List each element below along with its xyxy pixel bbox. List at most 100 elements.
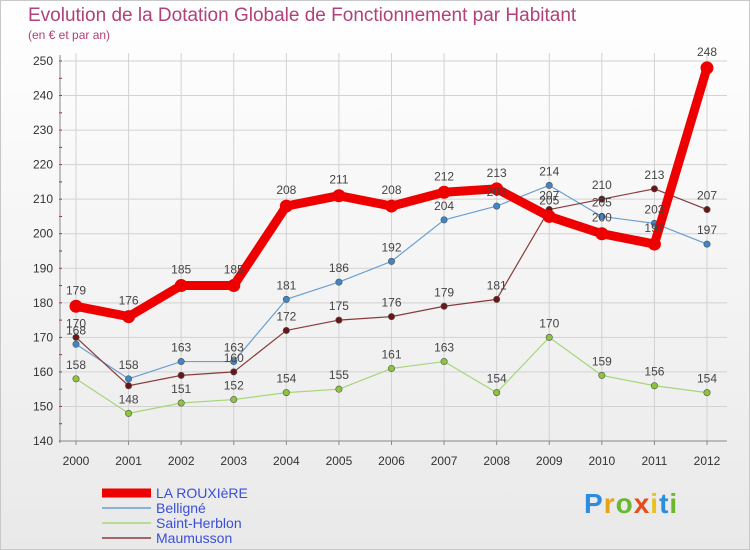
point-la-rouxi-re-2012 [700, 61, 714, 75]
point-la-rouxi-re-2001 [122, 310, 136, 324]
y-tick-label-190: 190 [33, 261, 53, 275]
y-tick-label-250: 250 [33, 54, 53, 68]
data-label-maumusson-2003: 160 [224, 351, 244, 365]
y-tick-label-210: 210 [33, 192, 53, 206]
point-maumusson-2000 [72, 333, 80, 341]
data-label-la-rouxi-re-2012: 248 [697, 45, 717, 59]
data-label-saint-herblon-2003: 152 [224, 379, 244, 393]
x-tick-label-2006: 2006 [378, 454, 405, 468]
legend-label-bellign-: Belligné [156, 500, 206, 516]
data-label-maumusson-2008: 181 [487, 278, 507, 292]
point-saint-herblon-2001 [125, 409, 133, 417]
point-saint-herblon-2009 [545, 333, 553, 341]
data-label-saint-herblon-2000: 158 [66, 358, 86, 372]
point-bellign--2008 [493, 202, 501, 210]
y-tick-label-160: 160 [33, 365, 53, 379]
point-la-rouxi-re-2002 [174, 279, 188, 293]
data-label-bellign--2007: 204 [434, 199, 454, 213]
point-la-rouxi-re-2007 [437, 185, 451, 199]
data-label-saint-herblon-2004: 154 [276, 372, 296, 386]
data-label-saint-herblon-2012: 154 [697, 372, 717, 386]
point-la-rouxi-re-2004 [279, 199, 293, 213]
point-maumusson-2001 [125, 382, 133, 390]
data-label-bellign--2000: 168 [66, 323, 86, 337]
x-tick-label-2002: 2002 [168, 454, 195, 468]
point-saint-herblon-2007 [440, 358, 448, 366]
data-label-la-rouxi-re-2011: 197 [644, 221, 664, 235]
point-bellign--2009 [545, 181, 553, 189]
x-tick-label-2001: 2001 [115, 454, 142, 468]
data-labels: 168 158 163 163 181 186 192 204 208 214 205 203 197 1… [66, 45, 717, 406]
chart-title: Evolution de la Dotation Globale de Fonc… [28, 5, 577, 26]
data-label-la-rouxi-re-2003: 185 [224, 263, 244, 277]
point-bellign--2003 [230, 358, 238, 366]
point-la-rouxi-re-2010 [595, 227, 609, 241]
data-label-saint-herblon-2011: 156 [644, 365, 664, 379]
data-label-la-rouxi-re-2006: 208 [381, 183, 401, 197]
point-la-rouxi-re-2003 [227, 279, 241, 293]
data-label-maumusson-2007: 179 [434, 285, 454, 299]
data-label-bellign--2008: 208 [487, 185, 507, 199]
data-label-bellign--2005: 186 [329, 261, 349, 275]
point-bellign--2002 [177, 358, 185, 366]
point-bellign--2004 [282, 295, 290, 303]
logo-letter: o [615, 488, 634, 519]
x-tick-label-2009: 2009 [536, 454, 563, 468]
point-saint-herblon-2010 [598, 371, 606, 379]
y-tick-label-180: 180 [33, 296, 53, 310]
x-tick-label-2010: 2010 [588, 454, 615, 468]
point-saint-herblon-2006 [387, 364, 395, 372]
point-maumusson-2007 [440, 302, 448, 310]
data-label-saint-herblon-2005: 155 [329, 368, 349, 382]
logo-letter: i [669, 488, 679, 519]
y-tick-label-150: 150 [33, 399, 53, 413]
point-bellign--2006 [387, 257, 395, 265]
logo-letter: x [633, 488, 651, 519]
point-bellign--2005 [335, 278, 343, 286]
data-label-saint-herblon-2006: 161 [381, 347, 401, 361]
point-saint-herblon-2003 [230, 396, 238, 404]
point-maumusson-2005 [335, 316, 343, 324]
point-maumusson-2012 [703, 206, 711, 214]
y-tick-label-170: 170 [33, 330, 53, 344]
data-label-bellign--2011: 203 [644, 202, 664, 216]
x-tick-label-2003: 2003 [220, 454, 247, 468]
point-bellign--2007 [440, 216, 448, 224]
data-label-saint-herblon-2007: 163 [434, 341, 454, 355]
data-label-bellign--2003: 163 [224, 341, 244, 355]
point-maumusson-2008 [493, 295, 501, 303]
point-bellign--2010 [598, 212, 606, 220]
data-label-maumusson-2004: 172 [276, 309, 296, 323]
point-maumusson-2006 [387, 313, 395, 321]
point-la-rouxi-re-2000 [69, 299, 83, 313]
data-label-bellign--2002: 163 [171, 341, 191, 355]
point-la-rouxi-re-2011 [647, 237, 661, 251]
legend-label-la-rouxi-re: LA ROUXIèRE [156, 485, 248, 501]
y-tick-label-140: 140 [33, 434, 53, 448]
y-tick-label-240: 240 [33, 89, 53, 103]
data-label-maumusson-2005: 175 [329, 299, 349, 313]
data-label-la-rouxi-re-2001: 176 [119, 294, 139, 308]
data-label-bellign--2012: 197 [697, 223, 717, 237]
point-maumusson-2011 [650, 185, 658, 193]
logo-letter: i [650, 488, 660, 519]
data-label-bellign--2006: 192 [381, 240, 401, 254]
point-maumusson-2004 [282, 326, 290, 334]
data-label-la-rouxi-re-2004: 208 [276, 183, 296, 197]
x-tick-label-2007: 2007 [431, 454, 458, 468]
data-label-saint-herblon-2008: 154 [487, 372, 507, 386]
series-layer [69, 61, 714, 417]
data-label-maumusson-2010: 210 [592, 178, 612, 192]
axes: 140 150 160 170 180 190 200 210 220 230 240 250 2000… [33, 54, 727, 468]
point-saint-herblon-2004 [282, 389, 290, 397]
data-label-la-rouxi-re-2010: 200 [592, 211, 612, 225]
point-maumusson-2010 [598, 195, 606, 203]
data-label-bellign--2009: 214 [539, 164, 559, 178]
data-label-la-rouxi-re-2009: 205 [539, 193, 559, 207]
logo-letter: r [603, 488, 616, 519]
data-label-la-rouxi-re-2005: 211 [329, 173, 348, 187]
data-label-maumusson-2012: 207 [697, 189, 717, 203]
point-saint-herblon-2002 [177, 399, 185, 407]
